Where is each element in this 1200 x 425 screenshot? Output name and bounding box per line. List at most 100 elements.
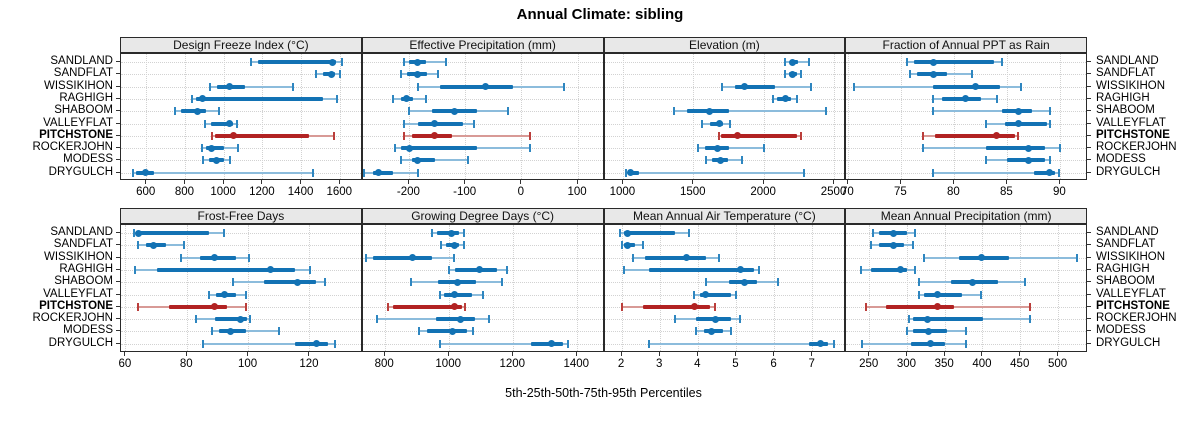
gridline-vertical bbox=[309, 225, 311, 351]
x-axis-tick bbox=[183, 179, 185, 184]
whisker-cap-5 bbox=[210, 327, 213, 336]
gridline-vertical bbox=[339, 54, 341, 179]
site-label-right-drygulch: DRYGULCH bbox=[1096, 336, 1161, 349]
y-tick-right bbox=[1087, 268, 1091, 270]
gridline-vertical bbox=[953, 54, 955, 179]
site-label-right-shaboom: SHABOOM bbox=[1096, 275, 1155, 288]
panel-frost-free-days bbox=[120, 224, 362, 352]
gridline-vertical bbox=[812, 225, 814, 351]
whisker-cap-5 bbox=[985, 119, 988, 128]
bar-25-75 bbox=[644, 255, 706, 260]
y-tick-left bbox=[116, 232, 120, 234]
x-axis-tick bbox=[511, 352, 513, 356]
bar-25-75 bbox=[437, 231, 459, 236]
whisker-cap-5 bbox=[394, 144, 397, 153]
median-dot bbox=[968, 278, 976, 286]
whisker-cap-95 bbox=[714, 302, 717, 311]
whisker-cap-95 bbox=[333, 131, 336, 140]
y-tick-right bbox=[1087, 256, 1091, 258]
gridline-vertical bbox=[384, 225, 386, 351]
y-tick-right bbox=[1087, 232, 1091, 234]
panel-growing-degree-days-c bbox=[361, 224, 604, 352]
x-axis-tick-label: 75 bbox=[893, 185, 907, 198]
x-axis-tick bbox=[124, 352, 126, 356]
gridline-horizontal bbox=[121, 233, 361, 235]
x-axis-tick bbox=[222, 179, 224, 184]
gridline-horizontal bbox=[362, 74, 603, 76]
gridline-horizontal bbox=[604, 62, 845, 64]
site-label-right-rockerjohn: ROCKERJOHN bbox=[1096, 141, 1177, 154]
whisker-cap-95 bbox=[223, 229, 226, 238]
gridline-horizontal bbox=[121, 123, 361, 125]
x-axis-tick bbox=[696, 352, 698, 356]
whisker-cap-5 bbox=[625, 168, 628, 177]
gridline-vertical bbox=[622, 54, 624, 179]
x-axis-tick bbox=[692, 179, 694, 184]
whisker-cap-95 bbox=[832, 339, 835, 348]
gridline-vertical bbox=[262, 54, 264, 179]
median-dot bbox=[897, 266, 905, 274]
x-axis-tick-label: 1400 bbox=[287, 185, 314, 198]
median-dot bbox=[740, 278, 748, 286]
whisker-cap-5 bbox=[861, 339, 864, 348]
site-label-right-modess: MODESS bbox=[1096, 153, 1146, 166]
bar-25-75 bbox=[215, 133, 310, 138]
site-label-right-rockerjohn: ROCKERJOHN bbox=[1096, 312, 1177, 325]
whisker-cap-5 bbox=[417, 327, 420, 336]
gridline-horizontal bbox=[362, 62, 603, 64]
gridline-vertical bbox=[774, 225, 776, 351]
x-axis-tick bbox=[247, 352, 249, 356]
median-dot bbox=[781, 95, 789, 103]
bar-25-75 bbox=[924, 292, 962, 297]
x-axis-tick bbox=[1019, 352, 1021, 356]
whisker-cap-95 bbox=[563, 82, 566, 91]
x-axis-tick bbox=[185, 352, 187, 356]
whisker-cap-95 bbox=[481, 290, 484, 299]
whisker-cap-95 bbox=[971, 70, 974, 79]
whisker-cap-5 bbox=[905, 58, 908, 67]
bar-25-75 bbox=[426, 329, 467, 334]
x-axis-tick-label: 350 bbox=[934, 358, 954, 370]
whisker-cap-95 bbox=[425, 94, 428, 103]
median-dot bbox=[481, 83, 489, 91]
gridline-vertical bbox=[146, 54, 148, 179]
whisker-5-95 bbox=[626, 171, 804, 174]
gridline-horizontal bbox=[362, 331, 603, 333]
whisker-cap-5 bbox=[430, 229, 433, 238]
site-label-left-valleyflat: VALLEYFLAT bbox=[43, 287, 113, 300]
gridline-horizontal bbox=[121, 62, 361, 64]
gridline-horizontal bbox=[121, 245, 361, 247]
x-axis-tick-label: 1000 bbox=[210, 185, 236, 198]
site-label-left-pitchstone: PITCHSTONE bbox=[39, 128, 113, 141]
whisker-cap-5 bbox=[438, 339, 441, 348]
whisker-cap-5 bbox=[932, 94, 935, 103]
whisker-cap-95 bbox=[740, 156, 743, 165]
x-axis-tick bbox=[145, 179, 147, 184]
whisker-cap-5 bbox=[622, 265, 625, 274]
x-axis-tick bbox=[308, 352, 310, 356]
median-dot bbox=[212, 156, 220, 164]
x-axis-caption: 5th-25th-50th-75th-95th Percentiles bbox=[505, 386, 702, 400]
x-axis-tick-label: -200 bbox=[396, 185, 420, 198]
whisker-cap-5 bbox=[399, 156, 402, 165]
whisker-cap-95 bbox=[416, 168, 419, 177]
y-tick-left bbox=[116, 159, 120, 161]
x-axis-tick-label: 80 bbox=[946, 185, 960, 198]
gridline-horizontal bbox=[604, 306, 845, 308]
gridline-vertical bbox=[576, 225, 578, 351]
site-label-left-raghigh: RAGHIGH bbox=[59, 262, 113, 275]
gridline-vertical bbox=[944, 225, 946, 351]
x-axis-tick-label: 70 bbox=[840, 185, 854, 198]
median-dot bbox=[740, 83, 748, 91]
whisker-cap-95 bbox=[735, 290, 738, 299]
x-axis-tick-label: 5 bbox=[732, 358, 739, 370]
strip-mean-annual-air-temperature-c: Mean Annual Air Temperature (°C) bbox=[603, 208, 846, 224]
whisker-5-95 bbox=[674, 110, 827, 113]
whisker-cap-5 bbox=[408, 107, 411, 116]
y-tick-right bbox=[1087, 73, 1091, 75]
whisker-cap-95 bbox=[488, 315, 491, 324]
gridline-vertical bbox=[834, 54, 836, 179]
site-label-right-wissikihon: WISSIKIHON bbox=[1096, 79, 1166, 92]
median-dot bbox=[414, 156, 422, 164]
